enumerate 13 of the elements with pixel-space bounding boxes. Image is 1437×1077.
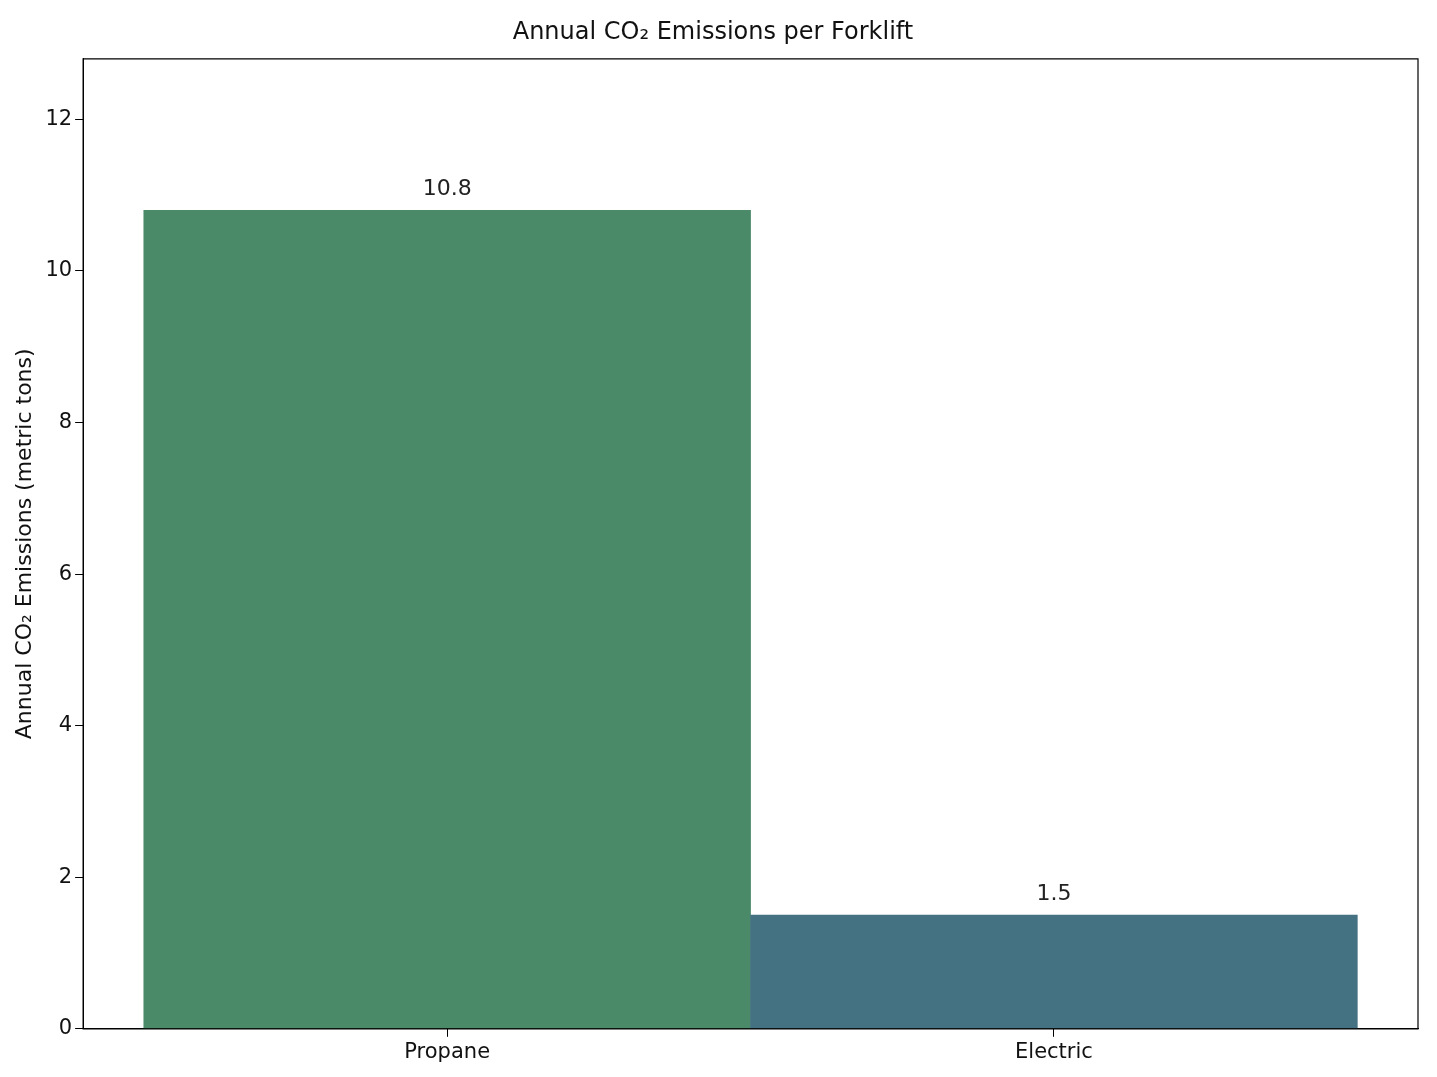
y-tick-label: 0 [58, 1015, 73, 1040]
y-tick-label: 4 [58, 712, 73, 737]
y-tick-label: 10 [45, 257, 73, 282]
x-tick-label: Propane [404, 1038, 491, 1063]
y-tick-label: 8 [58, 409, 73, 433]
y-tick-label: 12 [45, 105, 73, 130]
x-tick-label: Electric [1015, 1038, 1093, 1063]
data-label: 1.5 [1036, 879, 1072, 905]
chart-title: Annual CO₂ Emissions per Forklift [512, 16, 914, 45]
y-tick-label: 2 [58, 863, 73, 888]
y-tick-label: 6 [58, 560, 73, 585]
data-label: 10.8 [422, 175, 472, 201]
y-axis-title: Annual CO₂ Emissions (metric tons) [10, 348, 36, 740]
